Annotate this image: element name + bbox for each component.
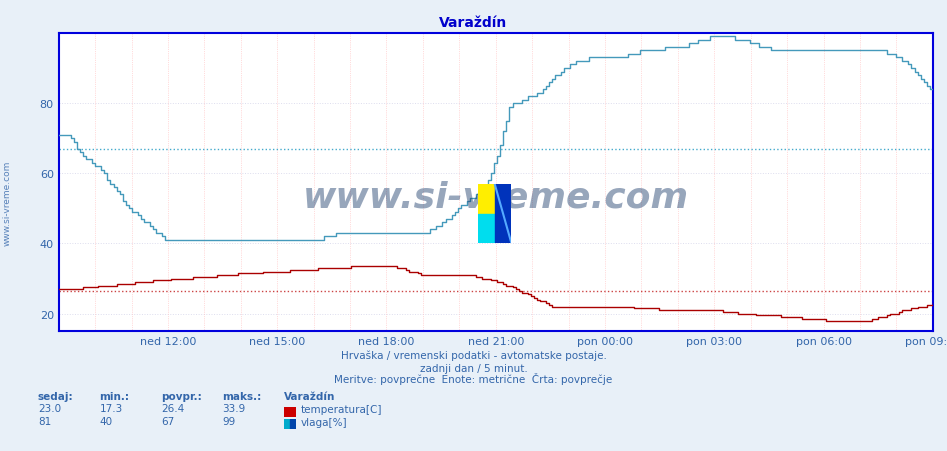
- Text: 67: 67: [161, 416, 174, 426]
- Text: maks.:: maks.:: [223, 391, 261, 401]
- Text: www.si-vreme.com: www.si-vreme.com: [3, 161, 12, 245]
- Bar: [290, 419, 296, 429]
- Text: sedaj:: sedaj:: [38, 391, 74, 401]
- Text: Varaždín: Varaždín: [439, 16, 508, 30]
- Text: min.:: min.:: [99, 391, 130, 401]
- Text: 40: 40: [99, 416, 113, 426]
- Text: www.si-vreme.com: www.si-vreme.com: [303, 180, 688, 215]
- Text: povpr.:: povpr.:: [161, 391, 202, 401]
- Text: 23.0: 23.0: [38, 403, 61, 413]
- Text: zadnji dan / 5 minut.: zadnji dan / 5 minut.: [420, 363, 527, 373]
- Text: temperatura[C]: temperatura[C]: [301, 404, 383, 414]
- Text: vlaga[%]: vlaga[%]: [301, 417, 348, 427]
- Bar: [478, 214, 495, 244]
- Text: Hrvaška / vremenski podatki - avtomatske postaje.: Hrvaška / vremenski podatki - avtomatske…: [341, 350, 606, 360]
- Text: 33.9: 33.9: [223, 403, 246, 413]
- Text: Meritve: povprečne  Enote: metrične  Črta: povprečje: Meritve: povprečne Enote: metrične Črta:…: [334, 373, 613, 384]
- Text: 17.3: 17.3: [99, 403, 123, 413]
- Text: 81: 81: [38, 416, 51, 426]
- Text: Varaždín: Varaždín: [284, 391, 335, 401]
- Bar: [495, 185, 511, 244]
- Bar: [478, 185, 495, 214]
- Text: 26.4: 26.4: [161, 403, 185, 413]
- Text: 99: 99: [223, 416, 236, 426]
